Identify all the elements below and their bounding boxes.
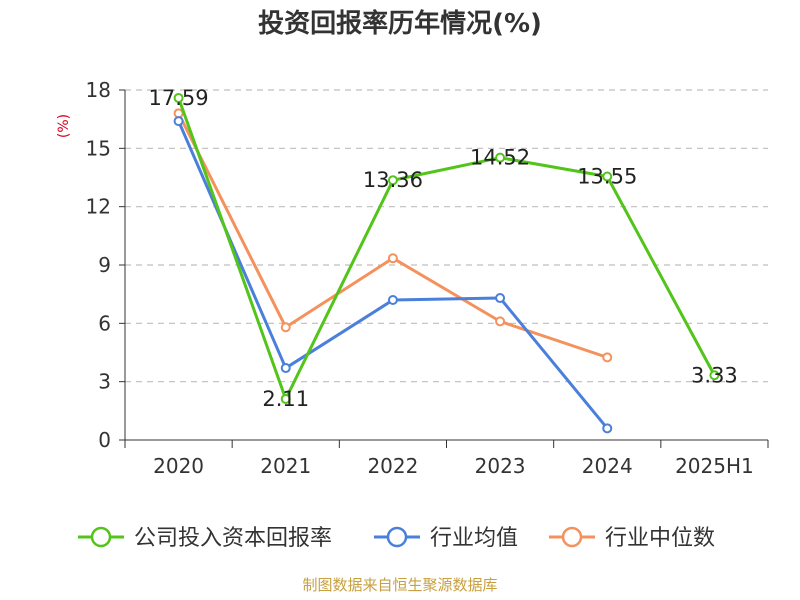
legend-item[interactable]: 行业中位数 bbox=[549, 526, 715, 551]
legend-marker-icon bbox=[386, 526, 408, 548]
data-labels: 17.59 2.11 13.36 14.52 13.55 3.33 bbox=[149, 86, 738, 411]
legend-marker-icon bbox=[90, 526, 112, 548]
y-tick-label: 0 bbox=[98, 428, 111, 452]
series-line bbox=[177, 97, 716, 401]
series-line bbox=[177, 112, 608, 359]
x-tick-label: 2024 bbox=[582, 454, 633, 478]
x-tick-label: 2020 bbox=[153, 454, 204, 478]
series-lines bbox=[173, 92, 720, 434]
y-axis-label: (%) bbox=[56, 114, 72, 138]
data-point bbox=[495, 152, 506, 163]
x-tick-label: 2022 bbox=[367, 454, 418, 478]
data-point bbox=[280, 393, 291, 404]
data-point bbox=[387, 253, 398, 264]
data-point bbox=[387, 175, 398, 186]
data-label: 13.36 bbox=[363, 168, 423, 192]
data-label: 2.11 bbox=[262, 387, 309, 411]
data-label: 14.52 bbox=[470, 146, 530, 170]
data-label: 13.55 bbox=[577, 165, 637, 189]
data-point bbox=[495, 293, 506, 304]
legend-marker-icon bbox=[561, 526, 583, 548]
data-point bbox=[495, 316, 506, 327]
y-tick-label: 9 bbox=[98, 253, 111, 277]
legend-item[interactable]: 公司投入资本回报率 bbox=[78, 526, 332, 551]
legend-label: 行业均值 bbox=[430, 526, 518, 551]
x-tick-label: 2021 bbox=[260, 454, 311, 478]
y-tick-label: 18 bbox=[86, 78, 111, 102]
legend-item[interactable]: 行业均值 bbox=[374, 526, 518, 551]
data-label: 17.59 bbox=[149, 86, 209, 110]
data-point bbox=[280, 322, 291, 333]
data-point bbox=[602, 171, 613, 182]
legend-label: 公司投入资本回报率 bbox=[134, 526, 332, 551]
legend-label: 行业中位数 bbox=[605, 526, 715, 551]
data-point bbox=[280, 363, 291, 374]
data-point bbox=[173, 92, 184, 103]
source-note: 制图数据来自恒生聚源数据库 bbox=[302, 576, 497, 594]
data-point bbox=[173, 116, 184, 127]
data-point bbox=[387, 295, 398, 305]
y-tick-label: 15 bbox=[86, 136, 111, 160]
chart-title: 投资回报率历年情况(%) bbox=[258, 8, 542, 39]
data-point bbox=[709, 370, 720, 381]
x-tick-label: 2023 bbox=[475, 454, 526, 478]
data-label: 3.33 bbox=[691, 363, 738, 387]
data-point bbox=[602, 352, 613, 363]
y-tick-label: 6 bbox=[98, 311, 111, 335]
axes: 0 3 6 9 12 15 18 2020 2021 2022 2023 2024 2025H1 bbox=[86, 78, 769, 478]
grid-lines bbox=[125, 89, 768, 383]
data-point bbox=[602, 423, 613, 434]
legend[interactable]: 公司投入资本回报率 行业均值 行业中位数 bbox=[78, 526, 715, 551]
x-tick-label: 2025H1 bbox=[675, 454, 754, 478]
y-tick-label: 3 bbox=[98, 370, 111, 394]
y-tick-label: 12 bbox=[86, 195, 111, 219]
